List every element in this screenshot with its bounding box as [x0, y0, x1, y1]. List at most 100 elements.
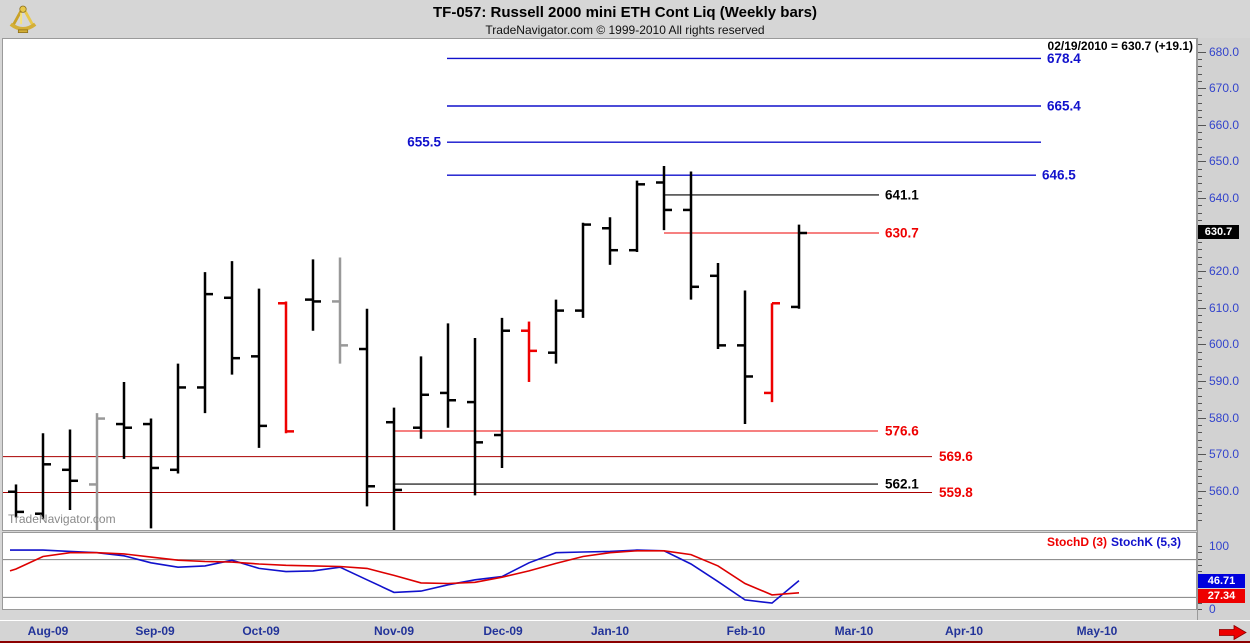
current-price-badge: 630.7: [1198, 225, 1239, 239]
price-major-tick: [1198, 125, 1206, 126]
price-minor-tick: [1198, 330, 1202, 331]
price-minor-tick: [1198, 139, 1202, 140]
price-minor-tick: [1198, 359, 1202, 360]
ohlc-bar: [116, 381, 132, 459]
price-minor-tick: [1198, 520, 1202, 521]
month-label: Feb-10: [726, 624, 766, 638]
price-major-tick: [1198, 198, 1206, 199]
ohlc-bar: [602, 217, 618, 265]
chart-subtitle: TradeNavigator.com © 1999-2010 All right…: [485, 23, 765, 37]
price-major-tick: [1198, 271, 1206, 272]
price-minor-tick: [1198, 293, 1202, 294]
price-minor-tick: [1198, 432, 1202, 433]
price-minor-tick: [1198, 513, 1202, 514]
month-label: Jan-10: [590, 624, 630, 638]
price-chart: 678.4 665.4 655.5 646.5 641.1 630.7 576.6 569.6…: [3, 51, 1081, 530]
price-minor-tick: [1198, 447, 1202, 448]
price-minor-tick: [1198, 242, 1202, 243]
stoch-axis-100: 100: [1209, 539, 1230, 553]
stoch-minor-tick: [1198, 609, 1202, 610]
price-major-tick: [1198, 88, 1206, 89]
bottom-border-bar: [0, 641, 1250, 643]
ohlc-bar: [386, 407, 402, 530]
price-axis-label: 580.0: [1209, 410, 1240, 425]
price-axis-label: 640.0: [1209, 190, 1240, 205]
price-minor-tick: [1198, 388, 1202, 389]
month-label: Sep-09: [135, 624, 175, 638]
price-axis-label: 680.0: [1209, 44, 1240, 59]
price-minor-tick: [1198, 396, 1202, 397]
ohlc-bar: [89, 413, 105, 530]
price-minor-tick: [1198, 403, 1202, 404]
stochastic-panel: StochD (3) StochK (5,3): [2, 532, 1197, 610]
price-level-label: 569.6: [939, 449, 973, 464]
time-axis-scrollbar[interactable]: Aug-09 Sep-09 Oct-09 Nov-09 Dec-09 Jan-10 Feb-…: [0, 620, 1250, 642]
stoch-series-line: [10, 549, 800, 604]
price-minor-tick: [1198, 81, 1202, 82]
price-minor-tick: [1198, 469, 1202, 470]
price-minor-tick: [1198, 366, 1202, 367]
price-level-label: 655.5: [407, 135, 441, 150]
ohlc-bar: [710, 263, 726, 350]
price-minor-tick: [1198, 249, 1202, 250]
ohlc-bar: [683, 171, 699, 300]
chart-header: TF-057: Russell 2000 mini ETH Cont Liq (…: [0, 0, 1250, 38]
price-axis-label: 660.0: [1209, 117, 1240, 132]
price-level-label: 562.1: [885, 477, 919, 492]
price-axis-scrollbar[interactable]: 630.7 46.71 27.34 100 0 680.0 670.0 660.0 6…: [1197, 38, 1250, 620]
ohlc-bar: [332, 257, 348, 364]
price-minor-tick: [1198, 483, 1202, 484]
price-major-tick: [1198, 308, 1206, 309]
price-major-tick: [1198, 454, 1206, 455]
price-minor-tick: [1198, 278, 1202, 279]
price-minor-tick: [1198, 183, 1202, 184]
price-axis-label: 600.0: [1209, 337, 1240, 352]
stoch-axis-0: 0: [1209, 602, 1216, 616]
price-minor-tick: [1198, 337, 1202, 338]
ohlc-bar: [143, 418, 159, 529]
month-label: Dec-09: [483, 624, 523, 638]
price-minor-tick: [1198, 169, 1202, 170]
price-minor-tick: [1198, 476, 1202, 477]
month-label: Mar-10: [834, 624, 874, 638]
ohlc-bar: [548, 299, 564, 364]
ohlc-bar: [278, 301, 294, 434]
month-label: Oct-09: [242, 624, 280, 638]
price-major-tick: [1198, 52, 1206, 53]
price-major-tick: [1198, 381, 1206, 382]
price-minor-tick: [1198, 505, 1202, 506]
price-minor-tick: [1198, 74, 1202, 75]
stoch-d-legend: StochD (3): [1047, 535, 1107, 549]
price-minor-tick: [1198, 286, 1202, 287]
ohlc-bar: [764, 302, 780, 403]
price-minor-tick: [1198, 191, 1202, 192]
price-minor-tick: [1198, 425, 1202, 426]
price-axis-label: 570.0: [1209, 447, 1240, 462]
price-minor-tick: [1198, 440, 1202, 441]
stoch-minor-tick: [1198, 559, 1202, 560]
stoch-d-value-badge: 27.34: [1198, 589, 1245, 603]
stoch-minor-tick: [1198, 571, 1202, 572]
stoch-k-value-badge: 46.71: [1198, 574, 1245, 588]
watermark: TradeNavigator.com: [8, 512, 116, 526]
chart-title: TF-057: Russell 2000 mini ETH Cont Liq (…: [433, 4, 817, 21]
price-minor-tick: [1198, 498, 1202, 499]
price-minor-tick: [1198, 66, 1202, 67]
price-minor-tick: [1198, 147, 1202, 148]
ohlc-bar: [413, 356, 429, 439]
price-axis-label: 560.0: [1209, 483, 1240, 498]
price-level-label: 646.5: [1042, 168, 1076, 183]
price-minor-tick: [1198, 154, 1202, 155]
price-major-tick: [1198, 491, 1206, 492]
price-minor-tick: [1198, 315, 1202, 316]
price-minor-tick: [1198, 176, 1202, 177]
price-major-tick: [1198, 161, 1206, 162]
scroll-right-arrow[interactable]: [1219, 625, 1247, 640]
price-axis-label: 620.0: [1209, 264, 1240, 279]
stoch-series-line: [9, 549, 800, 596]
price-chart-panel: 678.4 665.4 655.5 646.5 641.1 630.7 576.6 569.6…: [2, 38, 1197, 531]
price-axis-label: 650.0: [1209, 154, 1240, 169]
stoch-minor-tick: [1198, 552, 1202, 553]
price-level-label: 665.4: [1047, 98, 1081, 113]
